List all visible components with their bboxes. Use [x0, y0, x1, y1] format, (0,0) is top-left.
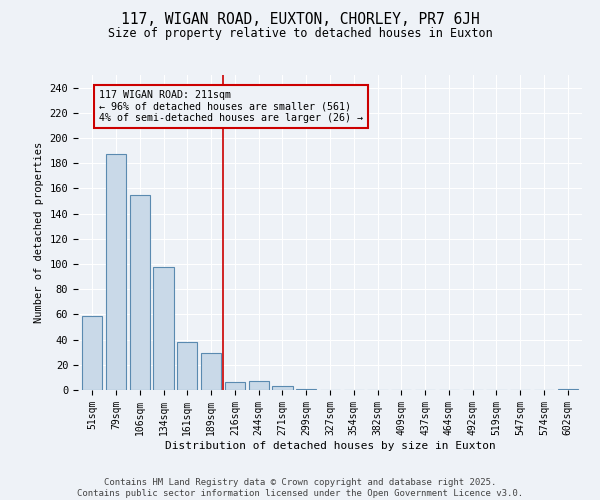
Bar — [248, 381, 269, 390]
Bar — [106, 154, 126, 390]
Bar — [557, 388, 578, 390]
Bar — [82, 316, 103, 390]
Bar — [201, 354, 221, 390]
Bar — [225, 382, 245, 390]
Text: Contains HM Land Registry data © Crown copyright and database right 2025.
Contai: Contains HM Land Registry data © Crown c… — [77, 478, 523, 498]
Text: Size of property relative to detached houses in Euxton: Size of property relative to detached ho… — [107, 28, 493, 40]
Y-axis label: Number of detached properties: Number of detached properties — [34, 142, 44, 323]
Text: 117, WIGAN ROAD, EUXTON, CHORLEY, PR7 6JH: 117, WIGAN ROAD, EUXTON, CHORLEY, PR7 6J… — [121, 12, 479, 28]
Bar — [296, 388, 316, 390]
X-axis label: Distribution of detached houses by size in Euxton: Distribution of detached houses by size … — [164, 440, 496, 450]
Bar — [177, 342, 197, 390]
Bar — [154, 266, 173, 390]
Text: 117 WIGAN ROAD: 211sqm
← 96% of detached houses are smaller (561)
4% of semi-det: 117 WIGAN ROAD: 211sqm ← 96% of detached… — [100, 90, 364, 124]
Bar — [272, 386, 293, 390]
Bar — [130, 194, 150, 390]
